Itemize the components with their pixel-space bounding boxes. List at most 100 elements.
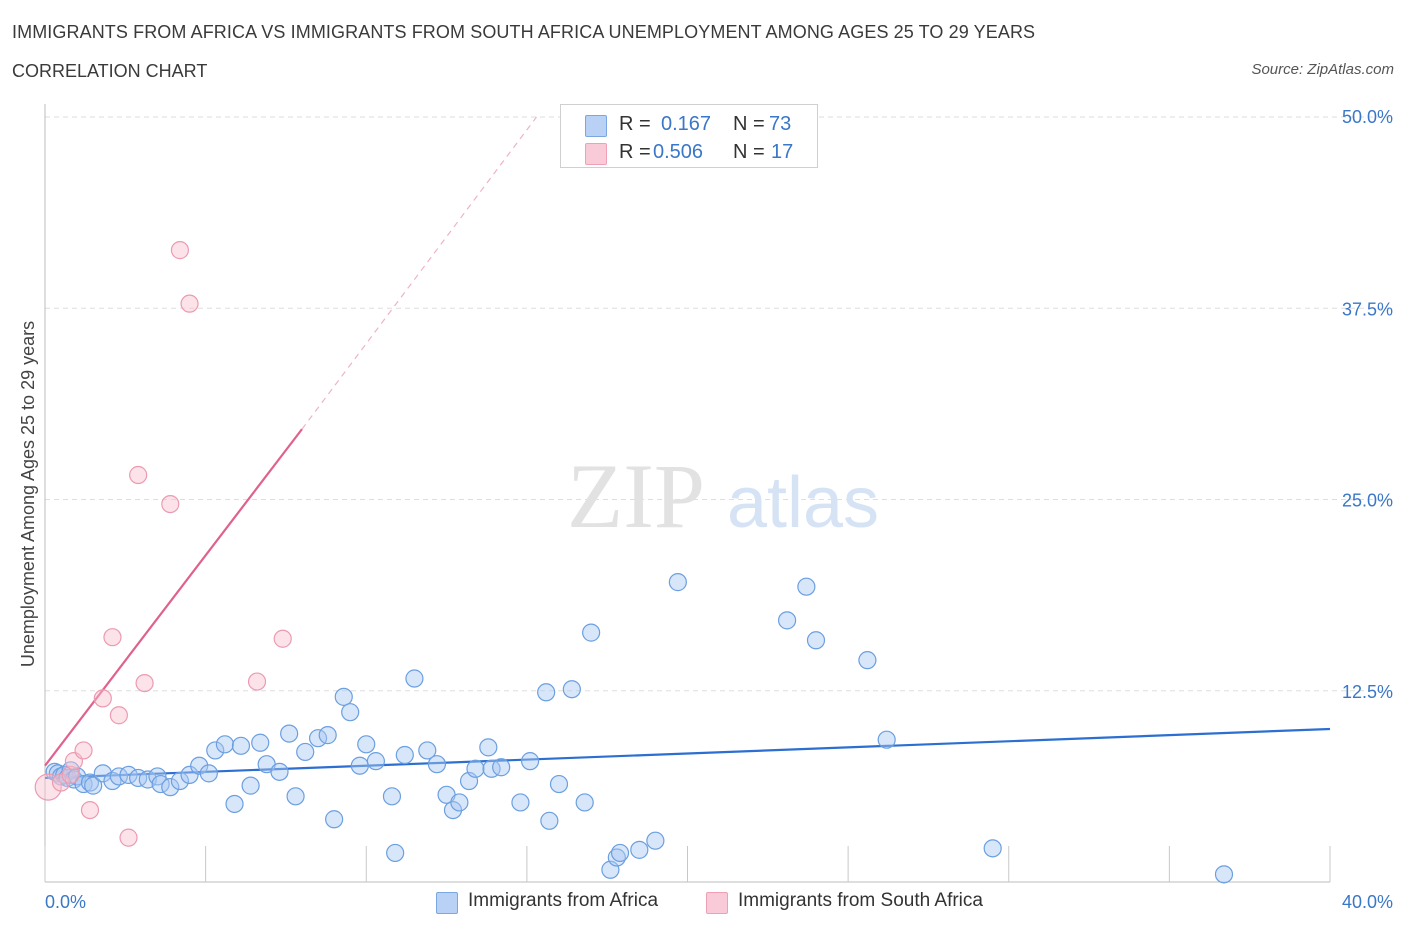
point-africa [511, 793, 530, 812]
legend-r-value-south-africa: 0.506 [653, 141, 704, 163]
x-tick-label-min: 0.0% [45, 892, 86, 912]
point-africa [270, 762, 289, 781]
source-credit: Source: ZipAtlas.com [1251, 61, 1394, 78]
point-south-africa [180, 294, 199, 313]
point-africa [777, 611, 797, 630]
legend-n-label: N = [733, 113, 765, 135]
y-axis-label: Unemployment Among Ages 25 to 29 years [18, 321, 38, 667]
point-south-africa [135, 673, 154, 693]
bottom-legend-label-south-africa: Immigrants from South Africa [738, 890, 983, 911]
point-south-africa [34, 773, 62, 801]
point-africa [405, 669, 424, 688]
point-africa [350, 756, 369, 775]
gridlines [45, 116, 1390, 692]
point-africa [479, 738, 498, 757]
legend-swatch-africa [585, 115, 607, 137]
legend-r-label: R = [619, 141, 651, 163]
point-africa [206, 741, 225, 760]
point-africa [668, 573, 687, 592]
point-africa [492, 758, 511, 777]
point-africa [582, 623, 601, 642]
point-africa [296, 742, 315, 762]
x-tick-label-max: 40.0% [1342, 892, 1393, 912]
legend-n-value-south-africa: 17 [771, 141, 794, 163]
point-south-africa [119, 828, 138, 847]
tick-labels: 12.5% 25.0% 37.5% 50.0% 0.0% 40.0% [45, 107, 1393, 912]
point-africa [180, 765, 199, 785]
data-points [34, 241, 1234, 884]
point-south-africa [247, 672, 267, 691]
legend-r-label: R = [619, 113, 651, 135]
point-south-africa [161, 494, 180, 514]
point-africa [646, 831, 665, 850]
point-africa [1214, 865, 1234, 884]
point-africa [334, 687, 353, 706]
point-africa [549, 774, 569, 794]
trend-lines [44, 116, 1331, 780]
point-africa [630, 840, 649, 859]
point-africa [251, 733, 270, 752]
chart-title: IMMIGRANTS FROM AFRICA VS IMMIGRANTS FRO… [12, 22, 1036, 42]
point-africa [382, 787, 402, 806]
legend-n-value-africa: 73 [769, 113, 792, 135]
point-africa [84, 776, 103, 795]
point-africa [80, 773, 100, 792]
point-africa [318, 726, 337, 745]
point-africa [520, 752, 540, 771]
point-africa [610, 843, 630, 863]
axes [44, 104, 1331, 883]
point-africa [231, 736, 251, 755]
point-africa [858, 651, 877, 670]
watermark: ZIP atlas [567, 445, 879, 547]
trend-line-south-africa-extension [301, 116, 537, 430]
legend-r-value-africa: 0.167 [661, 113, 712, 135]
point-africa [427, 755, 447, 774]
point-south-africa [109, 706, 128, 725]
point-africa [286, 787, 305, 806]
legend-swatch-south-africa [585, 143, 607, 165]
trend-line-south-africa [44, 428, 303, 767]
point-africa [450, 793, 469, 812]
point-africa [540, 811, 559, 830]
point-south-africa [51, 773, 71, 792]
point-africa [190, 756, 209, 775]
y-tick-label: 50.0% [1342, 107, 1393, 127]
point-africa [877, 730, 896, 749]
point-south-africa [80, 800, 100, 820]
point-africa [341, 703, 360, 722]
point-africa [562, 680, 581, 699]
point-africa [161, 778, 180, 797]
legend: R = 0.167 N = 73 R = 0.506 N = 17 [560, 104, 818, 168]
point-africa [983, 839, 1002, 858]
y-tick-label: 25.0% [1342, 491, 1393, 511]
watermark-zip: ZIP [567, 445, 705, 547]
y-tick-label: 37.5% [1342, 299, 1393, 319]
point-africa [280, 724, 299, 743]
point-africa [199, 764, 218, 783]
point-africa [357, 735, 376, 754]
bottom-legend-swatch-africa [436, 892, 458, 914]
point-africa [225, 794, 244, 814]
point-south-africa [103, 628, 122, 647]
point-africa [537, 683, 556, 702]
point-south-africa [170, 241, 190, 260]
point-africa [466, 759, 485, 778]
point-africa [241, 776, 260, 795]
point-africa [395, 745, 414, 765]
point-africa [575, 793, 594, 812]
point-africa [170, 771, 190, 791]
y-tick-label: 12.5% [1342, 682, 1393, 702]
chart-subtitle: CORRELATION CHART [12, 61, 208, 81]
point-africa [806, 631, 826, 650]
point-south-africa [61, 765, 80, 785]
point-south-africa [273, 629, 292, 648]
bottom-legend-label-africa: Immigrants from Africa [468, 890, 659, 911]
point-africa [103, 771, 122, 791]
point-africa [366, 752, 385, 771]
point-south-africa [74, 741, 93, 760]
point-south-africa [93, 689, 112, 708]
point-africa [418, 741, 437, 760]
trend-line-africa [44, 727, 1331, 780]
point-africa [797, 577, 816, 596]
